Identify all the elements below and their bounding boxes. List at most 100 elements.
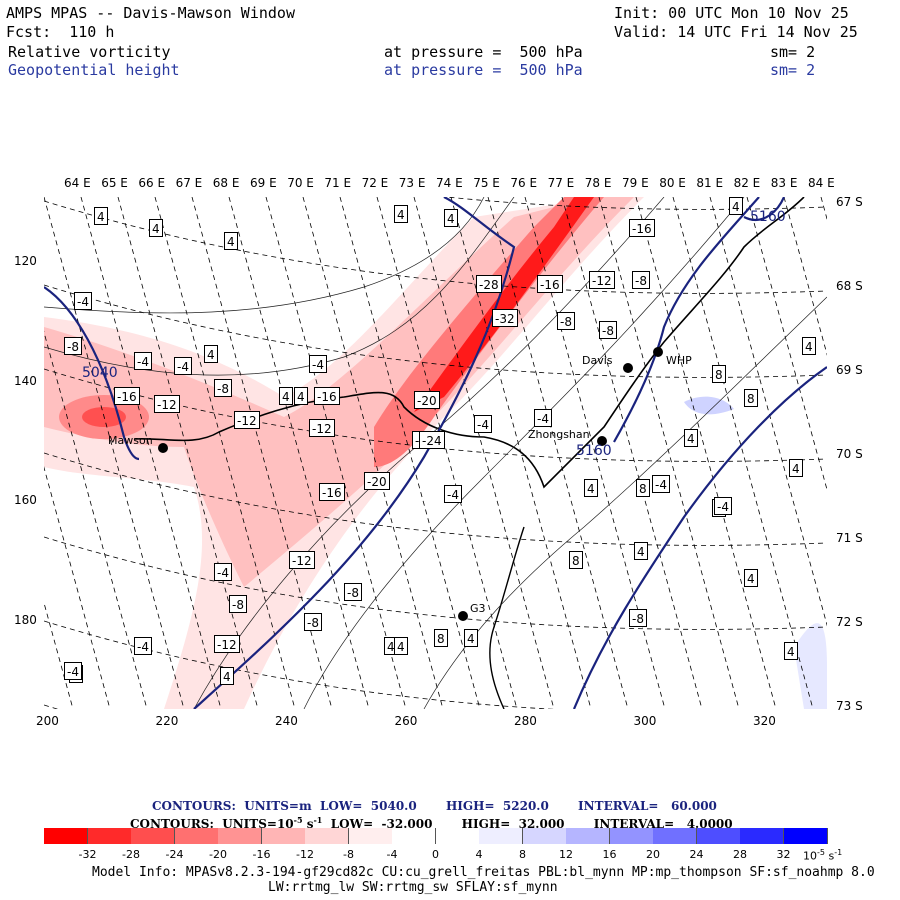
vorticity-contour-label: 4 (224, 232, 238, 250)
colorbar-unit-s: s (828, 849, 835, 863)
height-label-5160-a: 5160 (576, 443, 612, 459)
vorticity-contour-exp2: -1 (313, 815, 323, 825)
x-tick-label: 280 (514, 714, 537, 728)
colorbar-tick-label: -4 (386, 848, 398, 861)
vorticity-contour-label: 4 (464, 629, 478, 647)
vorticity-contour-label: 4 (584, 479, 598, 497)
vorticity-contour-label: -8 (304, 613, 322, 631)
vorticity-contour-label: 8 (636, 479, 650, 497)
meridian (339, 196, 481, 710)
vorticity-contour-label: -4 (444, 485, 462, 503)
longitude-label: 65 E (101, 176, 128, 190)
vorticity-contour-label: -8 (557, 312, 575, 330)
parallel (43, 536, 828, 630)
vorticity-contour-label: -4 (309, 355, 327, 373)
colorbar-cell (348, 828, 393, 844)
station-label-mawson: Mawson (108, 434, 153, 447)
vorticity-contour-label: 4 (294, 387, 308, 405)
vorticity-contour-label: -28 (476, 275, 502, 293)
station-label-zhongshan: Zhongshan (528, 428, 590, 441)
vorticity-contour-label: -4 (534, 409, 552, 427)
colorbar-cell (392, 828, 436, 844)
x-tick-label: 320 (753, 714, 776, 728)
longitude-label: 68 E (212, 176, 240, 190)
longitude-label: 78 E (584, 176, 612, 190)
meridian (265, 196, 407, 710)
colorbar-tick-label: -24 (165, 848, 184, 861)
vorticity-contour-label: 4 (204, 345, 218, 363)
latitude-label: 67 S (836, 195, 863, 209)
colorbar-cell (131, 828, 175, 844)
vorticity-contour-info: CONTOURS: UNITS=10-5 s-1 LOW= -32.000 HI… (130, 812, 733, 833)
vorticity-contour-label: 4 (684, 429, 698, 447)
colorbar-cell (305, 828, 349, 844)
init-time: Init: 00 UTC Mon 10 Nov 25 (614, 4, 849, 22)
colorbar-cell (261, 828, 306, 844)
x-tick-label: 260 (394, 714, 418, 728)
vorticity-contour-label: 4 (729, 197, 743, 215)
latitude-label: 72 S (836, 615, 863, 629)
vorticity-contour-label: -4 (652, 475, 670, 493)
meridian (709, 196, 851, 710)
station-g3 (458, 611, 468, 621)
y-tick-label: 160 (14, 493, 37, 507)
x-tick-label: 240 (275, 714, 298, 728)
field1-pressure: at pressure = 500 hPa (384, 43, 583, 61)
forecast-hour: Fcst: 110 h (6, 23, 115, 41)
vorticity-contour-label: -4 (214, 563, 232, 581)
meridian (487, 196, 629, 710)
meridian (6, 196, 148, 710)
latitude-label: 70 S (836, 447, 863, 461)
vorticity-contour-label: -4 (714, 497, 732, 515)
vorticity-contour-label: -16 (314, 387, 340, 405)
vorticity-contour-label: -8 (64, 337, 82, 355)
parallel (43, 200, 828, 294)
vorticity-contour-label: -8 (229, 595, 247, 613)
colorbar-cell (435, 828, 480, 844)
vorticity-contour-label: -20 (364, 472, 390, 490)
field2-pressure: at pressure = 500 hPa (384, 61, 583, 79)
colorbar-tick-label: 28 (733, 848, 747, 861)
field1-smoothing: sm= 2 (770, 43, 816, 61)
colorbar-cell (696, 828, 741, 844)
vorticity-contour-label: 4 (394, 637, 408, 655)
latitude-label: 68 S (836, 279, 863, 293)
height-label-5160-b: 5160 (750, 209, 786, 225)
meridian (561, 196, 703, 710)
vorticity-contour-label: -24 (419, 431, 445, 449)
latitude-label: 73 S (836, 699, 863, 713)
colorbar-tick-label: 20 (646, 848, 660, 861)
vorticity-contour-label: -8 (632, 271, 650, 289)
station-whp (653, 347, 663, 357)
vorticity-contour-label: -16 (114, 387, 140, 405)
field2-name: Geopotential height (8, 61, 180, 79)
vorticity-contour-label: -8 (344, 583, 362, 601)
vorticity-contour-label: -4 (134, 352, 152, 370)
longitude-label: 76 E (510, 176, 538, 190)
longitude-label: 83 E (770, 176, 798, 190)
colorbar-tick-label: 32 (776, 848, 791, 861)
longitude-label: 74 E (436, 176, 463, 190)
colorbar-cell (566, 828, 610, 844)
height-contours (43, 196, 828, 710)
colorbar-unit-exp: -5 (817, 848, 825, 857)
longitude-label: 73 E (398, 176, 426, 190)
colorbar-cell (218, 828, 262, 844)
colorbar-tick-label: 4 (475, 848, 483, 861)
colorbar-cell (479, 828, 523, 844)
vorticity-contour-label: -32 (492, 309, 518, 327)
vorticity-contour-label: 4 (220, 667, 234, 685)
valid-time: Valid: 14 UTC Fri 14 Nov 25 (614, 23, 858, 41)
colorbar-tick-label: 16 (602, 848, 617, 861)
vorticity-shade-max (414, 197, 594, 412)
colorbar-tick-label: 12 (559, 848, 573, 861)
vorticity-contour-label: 8 (569, 551, 583, 569)
colorbar-cell (87, 828, 132, 844)
field1-name: Relative vorticity (8, 43, 171, 61)
vorticity-contour-label: -12 (589, 271, 615, 289)
vorticity-contour-label: -4 (74, 292, 92, 310)
longitude-label: 70 E (287, 176, 314, 190)
x-tick-label: 300 (633, 714, 657, 728)
parallel (43, 452, 828, 546)
y-tick-label: 140 (14, 373, 37, 388)
